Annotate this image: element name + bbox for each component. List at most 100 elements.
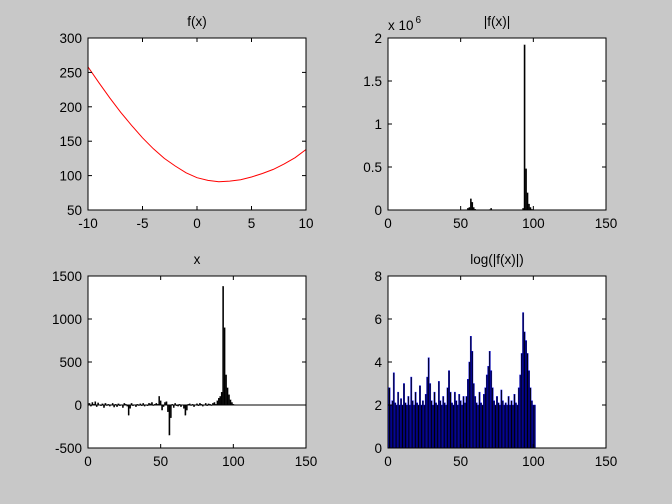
bar (494, 404, 497, 448)
bar (417, 404, 420, 448)
abs-fx-bar-plot: 0 50 100 150 0 0.5 1 1.5 2 |f(x)| x 10 6 (363, 14, 617, 231)
y-tick-label: 0 (74, 398, 82, 413)
y-tick-label: 1000 (52, 312, 82, 327)
bar (526, 353, 529, 448)
bar (467, 379, 469, 448)
chart-title: f(x) (187, 14, 207, 29)
bar (430, 400, 433, 448)
bar (528, 370, 530, 448)
bar (391, 400, 394, 448)
bar (424, 394, 427, 448)
bar (401, 404, 404, 448)
bar (403, 383, 405, 448)
x-tick-label: 5 (248, 216, 256, 231)
bar (397, 391, 400, 448)
bar (513, 394, 516, 448)
chart-title: x (194, 252, 201, 267)
bar (526, 192, 529, 210)
bar (471, 351, 474, 448)
bar (216, 400, 219, 406)
bar (183, 404, 185, 409)
y-exponent-power: 6 (416, 15, 422, 26)
y-tick-label: -500 (55, 441, 82, 456)
bar (516, 404, 519, 448)
bar (497, 402, 500, 448)
bar (161, 404, 163, 411)
bar (528, 203, 530, 210)
bar (483, 394, 485, 448)
plot-area (388, 312, 536, 448)
bar (523, 331, 526, 448)
bar (437, 381, 440, 448)
bar (426, 376, 429, 448)
log-abs-fx-bar-plot: 0 50 100 150 0 2 4 6 8 log(|f(x)|) (374, 252, 617, 469)
bar (220, 392, 223, 406)
bar (475, 402, 478, 448)
bar (228, 394, 230, 406)
bar (471, 202, 474, 210)
plot-area (88, 66, 306, 183)
bar (442, 396, 445, 448)
y-tick-label: 8 (374, 269, 382, 284)
bar (470, 198, 472, 210)
bar (407, 396, 410, 448)
bar (404, 402, 407, 448)
bar (477, 404, 480, 448)
x-tick-label: 100 (522, 216, 545, 231)
bar (420, 404, 423, 448)
bar (456, 404, 459, 448)
y-tick-label: 2 (374, 31, 382, 46)
x-tick-label: 150 (595, 454, 618, 469)
axes-background (88, 276, 306, 448)
bar (390, 404, 392, 448)
bar (226, 387, 229, 406)
y-tick-label: 150 (59, 134, 82, 149)
x-tick-label: -10 (78, 216, 98, 231)
bar (398, 404, 401, 448)
bar (499, 404, 501, 448)
bar (468, 361, 471, 448)
bar (127, 404, 130, 416)
bar (432, 404, 434, 448)
bar (406, 404, 408, 448)
bar (501, 400, 504, 448)
bar (472, 383, 475, 448)
y-tick-label: 1.5 (363, 74, 382, 89)
bar (410, 376, 413, 448)
bar (493, 400, 495, 448)
bar (512, 404, 514, 448)
bar (474, 396, 477, 448)
bar (416, 402, 418, 448)
bar (219, 396, 222, 406)
y-tick-label: 50 (67, 203, 82, 218)
bar (525, 168, 527, 210)
bar (517, 387, 520, 448)
bar (496, 396, 498, 448)
x-tick-label: 0 (384, 454, 392, 469)
bar (465, 396, 468, 448)
bar (225, 374, 227, 406)
bar (448, 370, 450, 448)
bar (490, 370, 493, 448)
bar (94, 401, 97, 406)
y-exponent-label: x 10 (388, 18, 414, 33)
x-tick-label: 50 (453, 454, 468, 469)
bar (510, 400, 513, 448)
y-tick-label: 1 (374, 117, 382, 132)
bar (395, 404, 398, 448)
bar (478, 391, 481, 448)
bar (400, 398, 402, 448)
x-tick-label: 0 (193, 216, 201, 231)
bar (439, 400, 442, 448)
bar (435, 402, 437, 448)
bar (520, 353, 523, 448)
x-tick-label: 50 (153, 454, 168, 469)
y-tick-label: 2 (374, 398, 382, 413)
bar (168, 404, 171, 436)
x-tick-label: 100 (222, 454, 245, 469)
y-tick-label: 6 (374, 312, 382, 327)
axes-background (88, 38, 306, 210)
bar (229, 399, 232, 406)
bar (506, 404, 509, 448)
